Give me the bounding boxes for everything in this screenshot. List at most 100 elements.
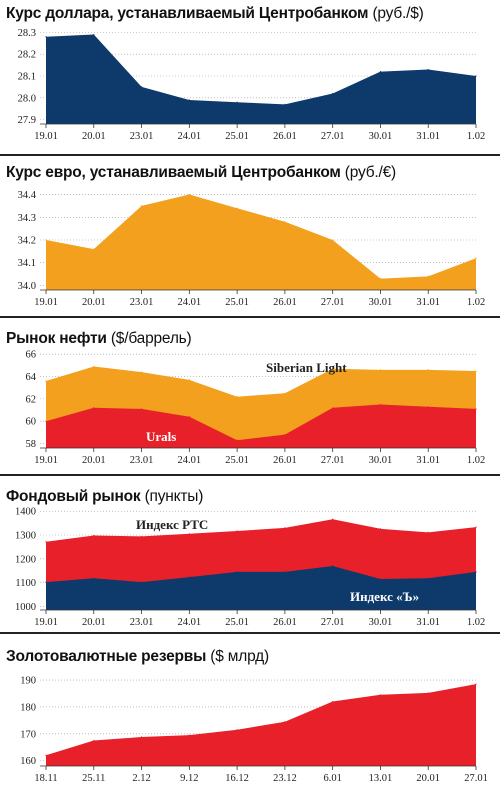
data-point [93,534,95,537]
y-tick-label: 28.1 [18,72,36,83]
x-tick-label: 27.01 [464,773,488,784]
data-point [236,729,238,731]
data-point [332,407,334,409]
data-point [45,239,47,241]
data-point [332,92,334,95]
x-tick-label: 19.01 [34,131,58,142]
chart-unit: (руб./€) [344,164,397,181]
x-tick-label: 20.01 [82,297,106,308]
data-point [475,571,477,573]
data-point [427,275,429,277]
data-point [332,518,334,520]
data-point [379,578,382,580]
data-point [45,541,47,543]
data-point [427,369,429,371]
series-area [46,404,476,448]
x-tick-label: 27.01 [321,455,345,466]
x-tick-label: 24.01 [178,617,202,628]
data-point [188,416,190,418]
y-tick-label: 60 [26,417,37,428]
x-tick-label: 13.01 [369,773,393,784]
x-tick-label: 19.01 [34,617,58,628]
chart-title: Курс евро, устанавливаемый Центробанком … [6,164,396,182]
chart-unit: (пункты) [144,488,204,505]
x-tick-label: 23.01 [130,617,154,628]
data-point [93,577,95,579]
x-tick-label: 1.02 [467,131,485,142]
chart-panel-eur: Курс евро, устанавливаемый Центробанком … [0,156,500,320]
data-point [332,368,334,370]
data-point [188,193,190,196]
series-area [46,566,476,610]
data-point [188,576,190,578]
data-point [427,577,429,579]
chart-panel-oil: Рынок нефти ($/баррель) 58 60 62 64 66 Siberi… [0,320,500,480]
x-tick-label: 19.01 [34,455,58,466]
x-tick-label: 20.01 [416,773,440,784]
y-tick-label: 28.0 [18,93,36,104]
y-tick-label: 1300 [15,531,36,542]
y-tick-label: 27.9 [18,115,36,126]
data-point [284,103,286,105]
x-tick-label: 26.01 [273,131,297,142]
data-point [475,408,477,410]
x-tick-label: 25.01 [225,297,249,308]
x-tick-label: 24.01 [178,131,202,142]
y-tick-label: 160 [20,756,36,767]
x-tick-label: 31.01 [416,297,440,308]
data-point [475,257,477,259]
x-tick-label: 26.01 [273,455,297,466]
chart-title: Рынок нефти ($/баррель) [6,330,192,348]
x-tick-label: 23.01 [130,297,154,308]
x-tick-label: 20.01 [82,131,106,142]
chart-unit: (руб./$) [372,5,424,22]
data-point [45,754,47,756]
data-point [379,71,382,73]
y-tick-label: 180 [20,702,36,713]
series-label: Urals [146,429,176,444]
data-point [236,530,238,532]
data-point [427,406,429,408]
x-tick-label: 31.01 [416,131,440,142]
x-tick-label: 27.01 [321,131,345,142]
chart-title-text: Курс евро, устанавливаемый Центробанком [6,164,341,181]
data-point [93,33,95,36]
y-tick-label: 1200 [15,554,36,565]
data-point [45,581,47,583]
data-point [188,379,190,381]
series-label: Индекс «Ъ» [350,589,419,604]
data-point [475,683,477,685]
y-tick-label: 28.2 [18,50,36,61]
data-point [140,535,143,538]
divider [0,474,500,476]
eur-chart: 34.0 34.1 34.2 34.3 34.4 19.01 20.01 23.01 24.01… [18,190,486,308]
data-point [45,420,47,422]
x-tick-label: 26.01 [273,297,297,308]
chart-title: Золотовалютные резервы ($ млрд) [6,648,269,666]
x-tick-label: 26.01 [273,617,297,628]
x-tick-label: 16.12 [225,773,249,784]
x-tick-label: 19.01 [34,297,58,308]
x-tick-label: 1.02 [467,617,485,628]
reserves-chart: 160 170 180 190 18.11 25.11 2.12 9.12 16.12 23.12… [20,676,488,784]
chart-unit: ($ млрд) [210,648,269,665]
series-area [46,194,476,290]
x-tick-label: 25.01 [225,131,249,142]
data-point [45,380,47,382]
series-label: Индекс РТС [136,517,208,532]
y-tick-label: 62 [26,394,37,405]
y-tick-label: 34.1 [18,258,36,269]
data-point [93,365,95,368]
y-tick-label: 28.3 [18,28,36,39]
x-tick-label: 31.01 [416,617,440,628]
x-tick-label: 20.01 [82,455,106,466]
data-point [379,694,382,696]
data-point [140,408,143,410]
series-label: Siberian Light [266,360,347,375]
x-tick-label: 1.02 [467,297,485,308]
x-tick-label: 20.01 [82,617,106,628]
data-point [236,571,238,573]
y-tick-label: 34.0 [18,281,36,292]
data-point [475,526,477,528]
data-point [236,207,238,209]
